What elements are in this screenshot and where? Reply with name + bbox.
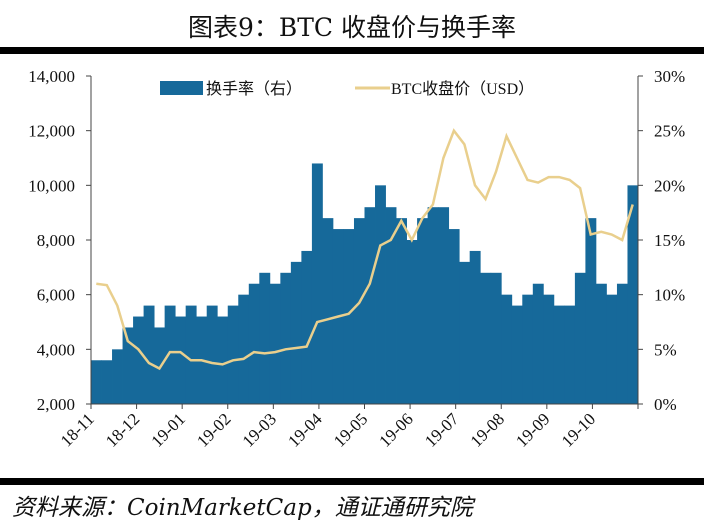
legend: 换手率（右） BTC收盘价（USD） — [160, 79, 534, 98]
left-tick-label: 2,000 — [37, 395, 75, 414]
x-tick-label: 18-11 — [57, 409, 98, 450]
turnover-bar — [133, 316, 144, 404]
turnover-bar — [280, 272, 292, 404]
left-tick-label: 12,000 — [28, 122, 75, 141]
price-line — [96, 128, 634, 371]
x-tick-label: 19-10 — [558, 409, 599, 450]
turnover-bar — [511, 305, 523, 404]
turnover-bar — [616, 283, 628, 404]
turnover-bar — [396, 218, 407, 404]
left-tick-label: 10,000 — [28, 176, 75, 195]
right-tick-label: 25% — [654, 122, 685, 141]
turnover-bar — [574, 272, 586, 404]
turnover-bar — [564, 305, 576, 404]
turnover-bar — [417, 218, 429, 404]
left-tick-label: 14,000 — [28, 67, 75, 86]
turnover-bar — [469, 250, 481, 404]
chart-title: 图表9：BTC 收盘价与换手率 — [187, 13, 517, 42]
turnover-bar — [543, 294, 555, 404]
turnover-bar — [522, 294, 534, 404]
x-tick-label: 19-01 — [148, 409, 189, 450]
turnover-bar — [227, 305, 239, 404]
turnover-bar — [322, 218, 334, 404]
turnover-bar — [206, 305, 218, 404]
x-tick-label: 19-05 — [330, 409, 371, 450]
turnover-bar — [438, 207, 450, 404]
source-note: 资料来源：CoinMarketCap，通证通研究院 — [12, 495, 473, 521]
left-tick-label: 4,000 — [37, 340, 75, 359]
turnover-bar — [595, 283, 607, 404]
turnover-bar — [364, 207, 376, 404]
right-tick-label: 5% — [654, 340, 677, 359]
turnover-bar — [290, 261, 302, 404]
x-tick-label: 19-03 — [239, 409, 280, 450]
bottom-rule — [0, 478, 704, 485]
turnover-bar — [101, 360, 113, 404]
turnover-bar — [175, 316, 187, 404]
right-tick-label: 10% — [654, 286, 685, 305]
turnover-bar — [375, 185, 386, 404]
turnover-bar — [248, 283, 260, 404]
turnover-bar — [606, 294, 618, 404]
turnover-bar — [259, 272, 271, 404]
right-tick-label: 15% — [654, 231, 685, 250]
legend-label-turnover: 换手率（右） — [206, 80, 302, 98]
turnover-bar — [627, 185, 639, 404]
turnover-bar — [448, 229, 460, 404]
turnover-bar — [112, 349, 123, 404]
x-tick-label: 19-07 — [421, 409, 463, 451]
x-tick-label: 18-12 — [102, 409, 143, 450]
turnover-bar — [490, 272, 502, 404]
turnover-bar — [532, 283, 544, 404]
top-rule — [0, 47, 704, 54]
legend-swatch-turnover — [160, 81, 203, 95]
right-tick-label: 20% — [654, 176, 685, 195]
turnover-bar — [553, 305, 565, 404]
turnover-bar — [585, 218, 597, 404]
turnover-bar — [238, 294, 250, 404]
x-tick-label: 19-02 — [193, 409, 234, 450]
turnover-bar — [143, 305, 155, 404]
legend-label-price: BTC收盘价（USD） — [391, 79, 534, 98]
turnover-bar — [501, 294, 513, 404]
turnover-bar — [385, 207, 397, 404]
turnover-bar — [480, 272, 492, 404]
turnover-bar — [185, 305, 197, 404]
turnover-bar — [459, 261, 471, 404]
turnover-bar — [217, 316, 229, 404]
turnover-bar — [154, 327, 166, 404]
right-tick-label: 0% — [654, 395, 677, 414]
x-tick-label: 19-06 — [375, 409, 416, 450]
turnover-bar — [91, 360, 102, 404]
left-tick-label: 6,000 — [37, 286, 75, 305]
left-tick-label: 8,000 — [37, 231, 75, 250]
x-tick-label: 19-04 — [284, 409, 326, 451]
x-tick-label: 19-09 — [512, 409, 553, 450]
turnover-bar — [406, 240, 418, 404]
turnover-bar — [353, 218, 365, 404]
turnover-bar — [427, 207, 439, 404]
turnover-bar — [164, 305, 176, 404]
turnover-bar — [269, 283, 281, 404]
turnover-bar — [311, 163, 323, 404]
right-tick-label: 30% — [654, 67, 685, 86]
turnover-bar — [301, 250, 313, 404]
turnover-bar — [122, 327, 134, 404]
x-tick-label: 19-08 — [467, 409, 508, 450]
turnover-bar — [343, 229, 355, 404]
